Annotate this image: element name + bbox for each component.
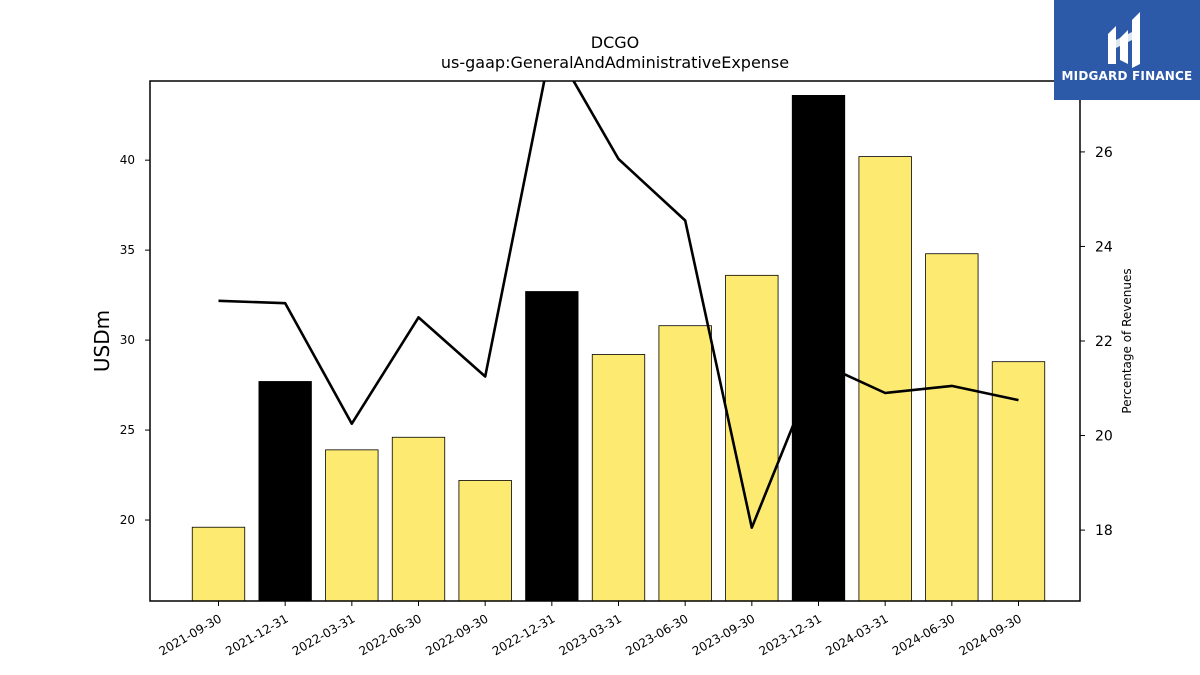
midgard-logo-icon (1108, 12, 1140, 68)
logo: MIDGARD FINANCE (1054, 0, 1200, 100)
x-tick-label: 2024-03-31 (823, 611, 890, 658)
bar (391, 436, 446, 602)
x-axis: 2021-09-30 2021-12-31 2022-03-31 2022-06-30… (157, 601, 1024, 658)
x-tick-label: 2023-03-31 (557, 611, 624, 658)
bars-layer (191, 94, 1046, 602)
y2-tick-label: 24 (1095, 239, 1113, 255)
x-tick-label: 2023-06-30 (623, 611, 690, 658)
y2-axis-label: Percentage of Revenues (1120, 268, 1134, 413)
series-line (218, 81, 1019, 530)
bar (591, 354, 646, 602)
x-tick-label: 2022-06-30 (357, 611, 424, 658)
bar (925, 253, 979, 602)
y-axis-left: 20 25 30 35 40 (120, 153, 150, 527)
bar (525, 291, 579, 602)
bar (725, 274, 779, 602)
x-tick-label: 2022-12-31 (490, 611, 557, 658)
bar (258, 381, 312, 602)
x-tick-label: 2024-06-30 (890, 611, 957, 658)
y-tick-label: 20 (120, 513, 135, 527)
x-tick-label: 2022-03-31 (290, 611, 357, 658)
bar (791, 94, 846, 602)
y2-tick-label: 26 (1095, 145, 1113, 161)
line-layer (218, 81, 1019, 530)
y2-tick-label: 20 (1095, 429, 1113, 445)
bar (325, 449, 379, 602)
x-tick-label: 2021-09-30 (157, 611, 224, 658)
y-axis-right: 18 20 22 24 26 (1080, 145, 1113, 539)
y-tick-label: 40 (120, 153, 135, 167)
x-tick-label: 2023-09-30 (690, 611, 757, 658)
bar (658, 325, 712, 602)
y2-tick-label: 22 (1095, 334, 1113, 350)
y-tick-label: 30 (120, 333, 135, 347)
y-tick-label: 35 (120, 243, 135, 257)
bar (858, 156, 912, 602)
logo-text: MIDGARD FINANCE (1061, 69, 1193, 83)
y2-tick-label: 18 (1095, 523, 1113, 539)
x-tick-label: 2022-09-30 (423, 611, 490, 658)
x-tick-label: 2023-12-31 (757, 611, 824, 658)
y-tick-label: 25 (120, 423, 135, 437)
chart-title: DCGO (591, 33, 639, 52)
x-tick-label: 2021-12-31 (223, 611, 290, 658)
bar (191, 526, 246, 602)
x-tick-label: 2024-09-30 (957, 611, 1024, 658)
bar (458, 480, 512, 602)
y-axis-label: USDm (90, 310, 114, 372)
chart-subtitle: us-gaap:GeneralAndAdministrativeExpense (441, 53, 789, 72)
bar (991, 361, 1046, 602)
